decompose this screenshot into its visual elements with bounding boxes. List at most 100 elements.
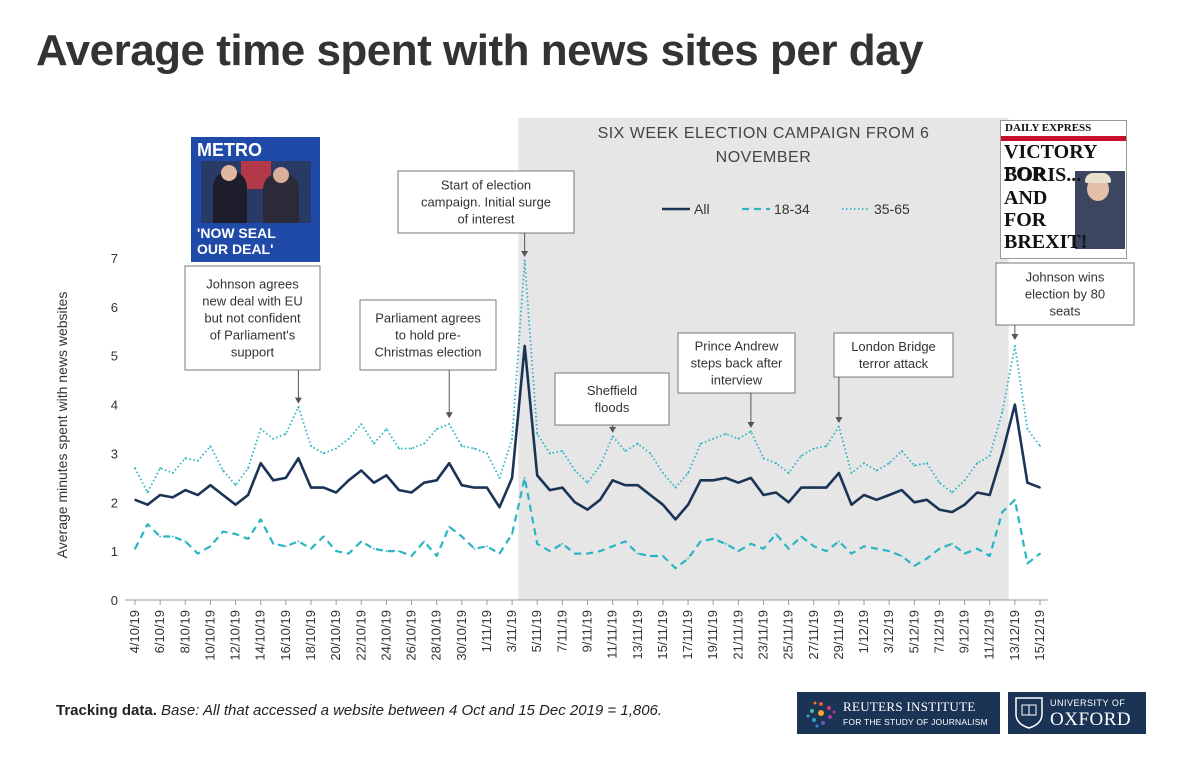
annotation-text-line: of Parliament's <box>210 328 296 343</box>
data-point-18-34 <box>762 547 765 550</box>
metro-headline-line-2: OUR DEAL' <box>197 241 274 257</box>
x-tick-label: 29/11/19 <box>831 610 846 660</box>
y-tick-label: 0 <box>111 593 118 608</box>
data-point-18-34 <box>385 550 388 553</box>
data-point-All <box>674 518 677 521</box>
annotation: Johnson wins election by 80 seats <box>995 262 1135 341</box>
data-point-All <box>712 479 715 482</box>
annotation-arrowhead <box>445 412 453 419</box>
data-point-All <box>762 494 765 496</box>
data-point-35-65 <box>561 450 564 452</box>
data-point-18-34 <box>750 542 752 545</box>
data-point-All <box>234 503 237 506</box>
data-point-All <box>925 498 928 501</box>
data-point-18-34 <box>624 540 627 543</box>
data-point-35-65 <box>963 479 966 482</box>
data-point-18-34 <box>1026 562 1029 565</box>
annotation-text-line: Sheffield <box>587 383 637 398</box>
x-tick-label: 9/11/19 <box>580 610 595 652</box>
annotation-box <box>833 332 954 378</box>
data-point-35-65 <box>498 476 501 479</box>
legend-label-All: All <box>694 201 710 217</box>
annotation-arrowhead <box>521 251 529 257</box>
data-point-All <box>586 508 589 511</box>
oxford-crest-icon <box>1015 697 1043 729</box>
data-point-18-34 <box>636 552 639 555</box>
x-tick-label: 7/11/19 <box>554 610 569 652</box>
x-tick-label: 17/11/19 <box>680 610 695 660</box>
data-point-All <box>913 501 916 504</box>
data-point-18-34 <box>498 552 501 555</box>
data-point-18-34 <box>486 545 488 548</box>
data-point-35-65 <box>523 259 526 262</box>
data-point-35-65 <box>750 430 752 433</box>
data-point-18-34 <box>234 533 237 535</box>
metro-front-page: METRO 'NOW SEAL OUR DEAL' <box>191 137 320 262</box>
annotation-box <box>995 262 1135 326</box>
data-point-18-34 <box>511 533 513 535</box>
data-point-All <box>259 462 262 465</box>
annotation-text-line: terror attack <box>859 356 929 371</box>
data-point-18-34 <box>586 552 589 555</box>
annotation-text-line: steps back after <box>691 356 783 371</box>
data-point-35-65 <box>611 435 614 438</box>
data-point-35-65 <box>712 437 715 440</box>
data-point-18-34 <box>1039 552 1041 555</box>
annotation-text-line: Parliament agrees <box>375 311 481 326</box>
annotation-box <box>359 299 497 371</box>
y-tick-label: 7 <box>111 251 118 266</box>
data-point-All <box>1039 486 1041 489</box>
data-point-All <box>310 486 312 489</box>
annotation-text-line: Johnson wins <box>1026 270 1105 285</box>
data-point-All <box>963 503 966 506</box>
annotation-text-line: seats <box>1049 304 1081 319</box>
data-point-18-34 <box>435 555 438 557</box>
data-point-35-65 <box>812 447 815 450</box>
data-point-All <box>398 489 400 491</box>
data-point-All <box>1001 452 1004 455</box>
x-tick-label: 15/11/19 <box>655 610 670 660</box>
data-point-All <box>159 494 162 496</box>
annotation-text-line: Johnson agrees <box>206 277 299 292</box>
data-point-All <box>171 496 174 499</box>
footer-base-note: Base: All that accessed a website betwee… <box>161 702 663 719</box>
express-headline-line-2: BORIS... <box>1004 164 1082 186</box>
data-point-All <box>951 511 953 513</box>
data-point-All <box>486 486 488 489</box>
express-red-strip <box>1001 136 1126 141</box>
campaign-band-label-line-2: NOVEMBER <box>716 149 812 166</box>
data-point-18-34 <box>662 555 664 557</box>
data-point-18-34 <box>574 552 576 555</box>
data-point-18-34 <box>310 547 312 550</box>
data-point-18-34 <box>159 535 162 538</box>
data-point-18-34 <box>976 547 979 550</box>
y-tick-label: 4 <box>111 398 118 413</box>
annotation: London Bridge terror attack <box>833 332 954 424</box>
legend: All 18-34 35-65 <box>662 201 910 217</box>
y-tick-label: 3 <box>111 446 118 461</box>
express-face <box>1087 177 1109 201</box>
data-point-35-65 <box>913 464 916 467</box>
data-point-All <box>272 479 275 482</box>
annotation-text-line: election by 80 <box>1025 287 1105 302</box>
chart-title: Average time spent with news sites per d… <box>36 26 924 75</box>
chart-axes: 0 1 2 3 4 5 6 7 4/10/19 6/10/19 8/10/19 10/10/19 12/… <box>111 251 1048 661</box>
data-point-35-65 <box>800 454 803 457</box>
data-point-All <box>222 494 224 496</box>
x-tick-label: 12/10/19 <box>228 610 243 661</box>
x-tick-label: 13/12/19 <box>1007 610 1022 661</box>
data-point-35-65 <box>423 442 425 445</box>
data-point-35-65 <box>699 442 702 445</box>
data-point-35-65 <box>335 447 338 450</box>
data-point-35-65 <box>234 484 237 487</box>
data-point-35-65 <box>737 437 740 440</box>
annotation-arrowhead <box>747 422 755 428</box>
annotations: Johnson agrees new deal with EU but not co… <box>184 170 1135 433</box>
data-point-35-65 <box>900 450 903 452</box>
data-point-All <box>988 494 991 496</box>
data-point-35-65 <box>662 472 664 474</box>
data-point-18-34 <box>951 542 953 545</box>
x-tick-label: 18/10/19 <box>303 610 318 661</box>
data-point-35-65 <box>284 432 287 435</box>
x-tick-label: 15/12/19 <box>1032 610 1047 661</box>
